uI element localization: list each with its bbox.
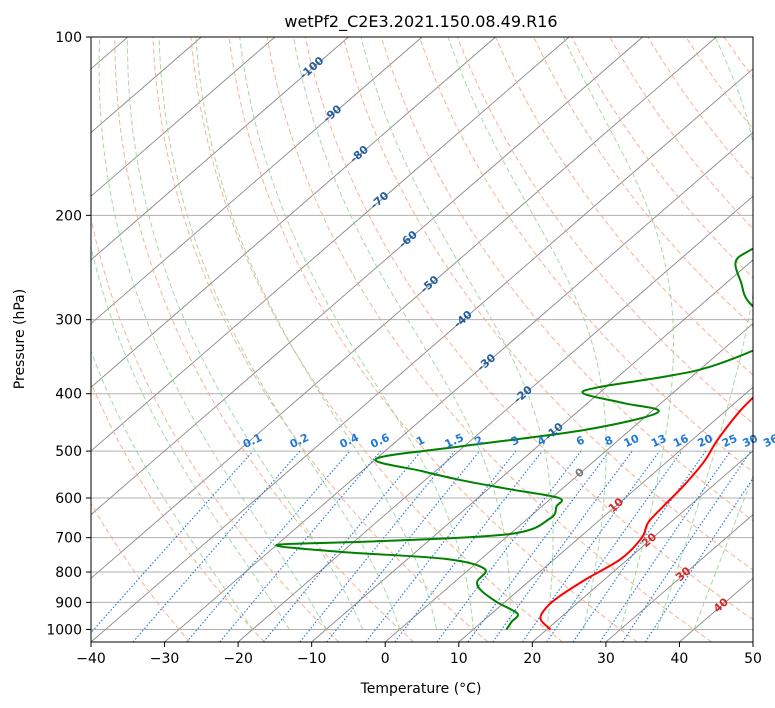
mixing-ratio-line bbox=[219, 450, 382, 642]
y-tick-label: 600 bbox=[55, 491, 82, 507]
mixing-ratio-line bbox=[186, 450, 351, 642]
mixing-ratio-line bbox=[522, 450, 661, 642]
dry-adiabat bbox=[91, 381, 265, 642]
dry-adiabat bbox=[190, 37, 563, 642]
moist-adiabat bbox=[98, 37, 327, 630]
x-tick-label: 30 bbox=[597, 651, 615, 667]
x-tick-label: −40 bbox=[76, 651, 106, 667]
x-tick-label: 20 bbox=[523, 651, 541, 667]
background-lines bbox=[91, 37, 775, 642]
moist-adiabat bbox=[447, 37, 607, 630]
x-axis-label: Temperature (°C) bbox=[360, 681, 482, 697]
plot-area bbox=[91, 37, 753, 642]
x-tick-label: 0 bbox=[381, 651, 390, 667]
temperature-profile-line bbox=[539, 396, 753, 631]
mixing-ratio-line bbox=[299, 450, 456, 642]
dry-adiabat bbox=[342, 37, 753, 571]
dry-adiabat bbox=[304, 37, 753, 621]
y-tick-label: 100 bbox=[55, 30, 82, 46]
x-tick-label: −30 bbox=[150, 651, 180, 667]
moist-adiabat bbox=[293, 37, 511, 630]
series-lines bbox=[275, 247, 753, 631]
isotherm-line bbox=[91, 37, 496, 388]
mixing-ratio-line bbox=[436, 450, 582, 642]
moist-adiabat bbox=[360, 37, 554, 630]
isotherm-line bbox=[164, 131, 753, 642]
moist-adiabat bbox=[126, 37, 364, 630]
isotherm-line bbox=[91, 68, 753, 642]
x-tick-label: 50 bbox=[744, 651, 762, 667]
isotherm-line bbox=[91, 37, 570, 452]
mixing-ratio-line bbox=[492, 450, 633, 642]
moist-adiabat bbox=[693, 474, 753, 630]
y-tick-label: 400 bbox=[55, 387, 82, 403]
y-axis-label: Pressure (hPa) bbox=[12, 289, 28, 389]
mixing-ratio-label: 13 bbox=[649, 432, 668, 450]
mixing-ratio-line bbox=[599, 450, 731, 642]
isotherm-line bbox=[752, 641, 753, 642]
mixing-ratio-label: 10 bbox=[622, 432, 642, 450]
dry-adiabat bbox=[456, 37, 753, 425]
y-tick-label: 500 bbox=[55, 444, 82, 460]
y-tick-label: 800 bbox=[55, 565, 82, 581]
y-tick-label: 1000 bbox=[46, 622, 82, 638]
isotherm-line bbox=[605, 514, 753, 642]
mixing-ratio-line bbox=[365, 450, 517, 642]
x-tick-label: 10 bbox=[450, 651, 468, 667]
dry-adiabat bbox=[114, 37, 414, 642]
moist-adiabat bbox=[158, 37, 401, 630]
moist-adiabat bbox=[239, 37, 474, 630]
isotherm-line bbox=[91, 37, 276, 197]
y-tick-label: 200 bbox=[55, 208, 82, 224]
y-tick-label: 700 bbox=[55, 531, 82, 547]
isotherm-line bbox=[384, 322, 753, 642]
plot-frame bbox=[90, 36, 754, 643]
x-tick-label: 40 bbox=[671, 651, 689, 667]
x-tick-label: −20 bbox=[223, 651, 253, 667]
dewpoint-profile-line bbox=[275, 247, 753, 630]
mixing-ratio-line bbox=[622, 450, 752, 642]
mixing-ratio-label: 20 bbox=[695, 432, 715, 450]
isotherm-line bbox=[91, 37, 643, 516]
moist-adiabat bbox=[91, 245, 290, 630]
isotherm-line bbox=[91, 37, 717, 579]
dry-adiabat bbox=[91, 215, 340, 642]
x-tick-label: −10 bbox=[297, 651, 327, 667]
isotherm-line bbox=[458, 386, 753, 642]
isotherm-line bbox=[91, 37, 349, 261]
mixing-ratio-line bbox=[467, 450, 611, 642]
moist-adiabat bbox=[195, 37, 437, 630]
isotherm-line bbox=[91, 37, 423, 325]
dry-adiabat bbox=[533, 37, 753, 328]
plot-background bbox=[91, 37, 753, 642]
dry-adiabat bbox=[380, 37, 753, 522]
isotherm-line bbox=[532, 450, 753, 642]
moist-adiabat bbox=[656, 37, 753, 630]
chart-title: wetPf2_C2E3.2021.150.08.49.R16 bbox=[284, 12, 557, 32]
dry-adiabat bbox=[152, 37, 489, 642]
y-tick-label: 300 bbox=[55, 313, 82, 329]
dry-adiabat bbox=[228, 37, 638, 642]
mixing-ratio-line bbox=[546, 450, 683, 642]
grid-lines bbox=[91, 37, 753, 630]
moist-adiabat bbox=[91, 349, 254, 630]
mixing-ratio-label: 25 bbox=[720, 432, 739, 450]
mixing-ratio-line bbox=[394, 450, 543, 642]
mixing-ratio-label: 16 bbox=[671, 432, 691, 450]
mixing-ratio-label: 36 bbox=[761, 432, 775, 450]
y-tick-label: 900 bbox=[55, 595, 82, 611]
axes: −40 −30 −20 −10 0 10 20 30 40 50 100 200 300 400 500 60… bbox=[46, 30, 762, 667]
dry-adiabat bbox=[762, 37, 775, 642]
moist-adiabat bbox=[562, 37, 674, 630]
mixing-ratio-label: 30 bbox=[741, 432, 761, 450]
